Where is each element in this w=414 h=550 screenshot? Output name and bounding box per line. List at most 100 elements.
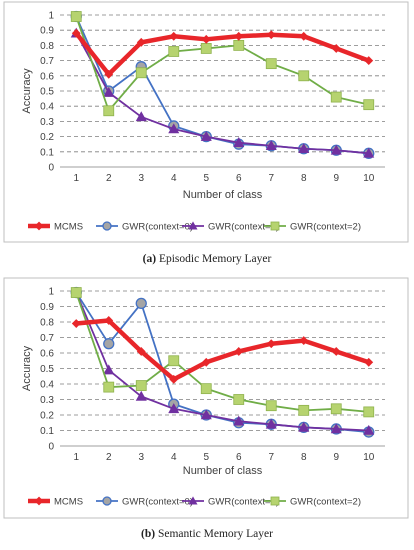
data-point xyxy=(233,415,245,426)
data-point xyxy=(169,374,179,384)
legend-item: GWR(context=2) xyxy=(264,497,361,508)
legend-item: GWR(context=0) xyxy=(96,221,193,233)
data-point xyxy=(135,390,147,401)
legend-swatch-marker xyxy=(270,496,280,506)
data-point xyxy=(233,40,245,51)
legend-swatch-marker xyxy=(188,496,198,505)
x-tick-label: 3 xyxy=(138,452,144,463)
data-point xyxy=(168,46,180,57)
series-line xyxy=(75,291,370,413)
data-point xyxy=(265,418,277,429)
chart-frame xyxy=(3,277,409,519)
legend-label: MCMS xyxy=(54,222,83,233)
data-point xyxy=(364,56,374,66)
caption-letter: (a) xyxy=(143,253,157,265)
y-tick-label: 0.5 xyxy=(40,87,54,98)
data-point xyxy=(200,383,212,395)
y-tick-label: 0 xyxy=(48,163,54,174)
legend-swatch-marker xyxy=(102,221,112,231)
y-tick-label: 0.1 xyxy=(40,426,54,437)
x-axis-title: Number of class xyxy=(183,465,263,477)
data-point xyxy=(330,423,342,434)
data-point xyxy=(200,43,212,54)
data-point xyxy=(266,30,276,40)
data-point xyxy=(330,91,342,103)
data-point xyxy=(299,31,309,41)
series-line xyxy=(74,318,371,382)
data-point xyxy=(168,403,180,414)
data-point xyxy=(363,147,375,158)
y-tick-label: 0.9 xyxy=(40,26,54,37)
x-tick-label: 2 xyxy=(106,452,112,463)
data-point xyxy=(265,58,277,70)
data-point xyxy=(266,339,276,349)
data-point xyxy=(71,319,81,328)
x-tick-label: 2 xyxy=(106,173,112,184)
x-tick-label: 6 xyxy=(236,173,242,184)
data-point xyxy=(104,316,114,325)
x-tick-label: 4 xyxy=(171,452,177,463)
x-tick-label: 10 xyxy=(363,452,375,463)
data-point xyxy=(298,70,310,82)
y-tick-label: 0.2 xyxy=(40,132,54,143)
y-tick-label: 0.1 xyxy=(40,147,54,158)
data-point xyxy=(70,287,82,298)
data-point xyxy=(330,403,342,415)
series-GWR(context=1) xyxy=(70,286,375,435)
data-point xyxy=(103,381,115,393)
y-tick-label: 1 xyxy=(48,287,54,298)
y-tick-label: 0.2 xyxy=(40,411,54,422)
data-point xyxy=(103,86,115,97)
legend-item: GWR(context=1) xyxy=(182,496,279,508)
data-point xyxy=(330,144,342,155)
legend-label: GWR(context=1) xyxy=(208,222,279,233)
legend: MCMS GWR(context=0) GWR(context=1) GWR(cont… xyxy=(28,496,361,508)
legend-item: MCMS xyxy=(28,497,83,508)
y-tick-label: 1 xyxy=(48,11,54,22)
x-axis-title: Number of class xyxy=(183,189,263,201)
chart-panel-b: 0 0.1 0.2 0.3 0.4 0.5 0.6 0.7 0.8 0.9 1 1 2 3 4 5 6 7 8 9 10… xyxy=(3,277,409,519)
data-point xyxy=(200,130,212,141)
x-tick-label: 7 xyxy=(268,452,274,463)
data-point xyxy=(168,123,180,134)
y-tick-label: 0.4 xyxy=(40,102,54,113)
y-tick-label: 0.7 xyxy=(40,56,54,67)
data-point xyxy=(363,406,375,418)
figure-caption: (a) Episodic Memory Layer xyxy=(143,253,272,265)
legend-label: GWR(context=2) xyxy=(290,222,361,233)
series-MCMS xyxy=(71,28,374,79)
y-tick-label: 0.3 xyxy=(40,117,54,128)
legend-swatch-marker xyxy=(34,221,44,231)
data-point xyxy=(331,347,341,356)
data-point xyxy=(103,338,115,350)
data-point xyxy=(298,143,310,154)
y-tick-label: 0.6 xyxy=(40,349,54,360)
data-point xyxy=(265,140,277,151)
data-point xyxy=(70,11,82,22)
x-tick-label: 8 xyxy=(301,173,307,184)
data-point xyxy=(363,424,375,435)
x-tick-label: 8 xyxy=(301,452,307,463)
legend-item: GWR(context=2) xyxy=(264,222,361,233)
legend-label: GWR(context=0) xyxy=(122,222,193,233)
series-GWR(context=2) xyxy=(70,287,375,418)
y-tick-label: 0.8 xyxy=(40,318,54,329)
data-point xyxy=(136,347,146,356)
data-point xyxy=(135,297,147,310)
x-tick-label: 1 xyxy=(73,173,79,184)
caption-text: Episodic Memory Layer xyxy=(156,253,271,265)
figure-caption: (b) Semantic Memory Layer xyxy=(141,528,273,540)
data-point xyxy=(103,105,115,117)
series-line xyxy=(74,30,371,77)
y-tick-label: 0.5 xyxy=(40,364,54,375)
y-tick-label: 0 xyxy=(48,442,54,453)
x-tick-label: 5 xyxy=(203,452,209,463)
legend-label: GWR(context=2) xyxy=(290,497,361,508)
series-line xyxy=(75,32,370,155)
data-point xyxy=(299,336,309,346)
data-point xyxy=(234,347,244,356)
y-axis-title: Accuracy xyxy=(21,68,33,114)
x-tick-label: 4 xyxy=(171,173,177,184)
y-tick-label: 0.3 xyxy=(40,395,54,406)
legend-label: MCMS xyxy=(54,497,83,508)
